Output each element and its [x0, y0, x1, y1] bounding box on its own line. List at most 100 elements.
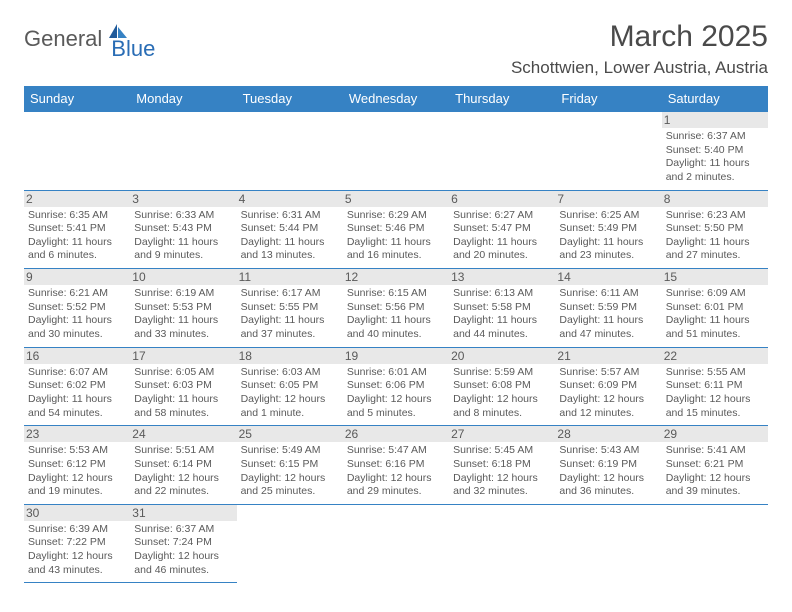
day-info: Sunrise: 5:49 AMSunset: 6:15 PMDaylight:… — [241, 444, 339, 499]
calendar-cell — [449, 504, 555, 583]
calendar-cell: 2 Sunrise: 6:35 AMSunset: 5:41 PMDaylight… — [24, 190, 130, 269]
day-info: Sunrise: 6:37 AMSunset: 7:24 PMDaylight:… — [134, 523, 232, 578]
calendar-cell — [130, 112, 236, 191]
day-info: Sunrise: 5:57 AMSunset: 6:09 PMDaylight:… — [559, 366, 657, 421]
calendar-cell: 29 Sunrise: 5:41 AMSunset: 6:21 PMDayligh… — [662, 426, 768, 505]
calendar-cell: 23Sunrise: 5:53 AMSunset: 6:12 PMDayligh… — [24, 426, 130, 505]
day-number: 4 — [237, 191, 343, 207]
day-number: 3 — [130, 191, 236, 207]
day-info: Sunrise: 6:35 AMSunset: 5:41 PMDaylight:… — [28, 209, 126, 264]
day-number: 16 — [24, 348, 130, 364]
day-info: Sunrise: 6:21 AMSunset: 5:52 PMDaylight:… — [28, 287, 126, 342]
calendar-cell — [343, 112, 449, 191]
calendar-cell: 21 Sunrise: 5:57 AMSunset: 6:09 PMDayligh… — [555, 347, 661, 426]
calendar-cell — [449, 112, 555, 191]
title-block: March 2025 Schottwien, Lower Austria, Au… — [511, 20, 768, 78]
logo: General Blue — [24, 20, 173, 52]
day-info: Sunrise: 6:25 AMSunset: 5:49 PMDaylight:… — [559, 209, 657, 264]
day-info: Sunrise: 6:15 AMSunset: 5:56 PMDaylight:… — [347, 287, 445, 342]
day-number: 23 — [24, 426, 130, 442]
calendar-cell: 7 Sunrise: 6:25 AMSunset: 5:49 PMDaylight… — [555, 190, 661, 269]
header: General Blue March 2025 Schottwien, Lowe… — [24, 20, 768, 78]
day-info: Sunrise: 5:59 AMSunset: 6:08 PMDaylight:… — [453, 366, 551, 421]
day-number: 15 — [662, 269, 768, 285]
day-info: Sunrise: 6:09 AMSunset: 6:01 PMDaylight:… — [666, 287, 764, 342]
calendar-cell: 6 Sunrise: 6:27 AMSunset: 5:47 PMDaylight… — [449, 190, 555, 269]
day-number: 28 — [555, 426, 661, 442]
month-title: March 2025 — [511, 20, 768, 54]
day-number: 2 — [24, 191, 130, 207]
day-number: 21 — [555, 348, 661, 364]
day-number: 1 — [662, 112, 768, 128]
calendar-cell: 25Sunrise: 5:49 AMSunset: 6:15 PMDayligh… — [237, 426, 343, 505]
day-info: Sunrise: 6:37 AMSunset: 5:40 PMDaylight:… — [666, 130, 764, 185]
weekday-header: Friday — [555, 86, 661, 112]
logo-text-blue: Blue — [111, 36, 155, 62]
calendar-cell: 22Sunrise: 5:55 AMSunset: 6:11 PMDayligh… — [662, 347, 768, 426]
day-info: Sunrise: 6:07 AMSunset: 6:02 PMDaylight:… — [28, 366, 126, 421]
day-number: 17 — [130, 348, 236, 364]
day-number: 14 — [555, 269, 661, 285]
calendar-cell: 27Sunrise: 5:45 AMSunset: 6:18 PMDayligh… — [449, 426, 555, 505]
day-number: 19 — [343, 348, 449, 364]
calendar-cell: 26 Sunrise: 5:47 AMSunset: 6:16 PMDayligh… — [343, 426, 449, 505]
day-info: Sunrise: 5:41 AMSunset: 6:21 PMDaylight:… — [666, 444, 764, 499]
calendar-cell — [24, 112, 130, 191]
day-number: 18 — [237, 348, 343, 364]
calendar-table: SundayMondayTuesdayWednesdayThursdayFrid… — [24, 86, 768, 583]
day-info: Sunrise: 5:47 AMSunset: 6:16 PMDaylight:… — [347, 444, 445, 499]
calendar-row: 9Sunrise: 6:21 AMSunset: 5:52 PMDaylight… — [24, 269, 768, 348]
day-info: Sunrise: 5:45 AMSunset: 6:18 PMDaylight:… — [453, 444, 551, 499]
calendar-row: 30Sunrise: 6:39 AMSunset: 7:22 PMDayligh… — [24, 504, 768, 583]
calendar-cell: 20 Sunrise: 5:59 AMSunset: 6:08 PMDayligh… — [449, 347, 555, 426]
location: Schottwien, Lower Austria, Austria — [511, 58, 768, 78]
day-number: 11 — [237, 269, 343, 285]
day-number: 5 — [343, 191, 449, 207]
calendar-cell: 28 Sunrise: 5:43 AMSunset: 6:19 PMDayligh… — [555, 426, 661, 505]
day-info: Sunrise: 6:29 AMSunset: 5:46 PMDaylight:… — [347, 209, 445, 264]
calendar-cell: 14Sunrise: 6:11 AMSunset: 5:59 PMDayligh… — [555, 269, 661, 348]
calendar-row: 16 Sunrise: 6:07 AMSunset: 6:02 PMDayligh… — [24, 347, 768, 426]
day-number: 26 — [343, 426, 449, 442]
calendar-cell — [662, 504, 768, 583]
calendar-cell: 19Sunrise: 6:01 AMSunset: 6:06 PMDayligh… — [343, 347, 449, 426]
day-info: Sunrise: 5:43 AMSunset: 6:19 PMDaylight:… — [559, 444, 657, 499]
day-info: Sunrise: 6:17 AMSunset: 5:55 PMDaylight:… — [241, 287, 339, 342]
calendar-row: 2 Sunrise: 6:35 AMSunset: 5:41 PMDaylight… — [24, 190, 768, 269]
calendar-cell: 12 Sunrise: 6:15 AMSunset: 5:56 PMDayligh… — [343, 269, 449, 348]
calendar-cell — [343, 504, 449, 583]
weekday-header-row: SundayMondayTuesdayWednesdayThursdayFrid… — [24, 86, 768, 112]
day-info: Sunrise: 6:31 AMSunset: 5:44 PMDaylight:… — [241, 209, 339, 264]
weekday-header: Tuesday — [237, 86, 343, 112]
weekday-header: Sunday — [24, 86, 130, 112]
calendar-cell: 4 Sunrise: 6:31 AMSunset: 5:44 PMDaylight… — [237, 190, 343, 269]
weekday-header: Thursday — [449, 86, 555, 112]
day-number: 8 — [662, 191, 768, 207]
day-info: Sunrise: 6:23 AMSunset: 5:50 PMDaylight:… — [666, 209, 764, 264]
day-number: 31 — [130, 505, 236, 521]
calendar-cell — [237, 112, 343, 191]
day-number: 24 — [130, 426, 236, 442]
day-info: Sunrise: 6:27 AMSunset: 5:47 PMDaylight:… — [453, 209, 551, 264]
weekday-header: Wednesday — [343, 86, 449, 112]
calendar-cell: 10Sunrise: 6:19 AMSunset: 5:53 PMDayligh… — [130, 269, 236, 348]
calendar-cell: 30Sunrise: 6:39 AMSunset: 7:22 PMDayligh… — [24, 504, 130, 583]
weekday-header: Monday — [130, 86, 236, 112]
day-number: 22 — [662, 348, 768, 364]
day-number: 20 — [449, 348, 555, 364]
day-number: 12 — [343, 269, 449, 285]
day-number: 29 — [662, 426, 768, 442]
day-number: 6 — [449, 191, 555, 207]
calendar-cell: 17 Sunrise: 6:05 AMSunset: 6:03 PMDayligh… — [130, 347, 236, 426]
calendar-cell — [555, 112, 661, 191]
day-info: Sunrise: 6:05 AMSunset: 6:03 PMDaylight:… — [134, 366, 232, 421]
calendar-cell: 24 Sunrise: 5:51 AMSunset: 6:14 PMDayligh… — [130, 426, 236, 505]
calendar-cell: 5 Sunrise: 6:29 AMSunset: 5:46 PMDaylight… — [343, 190, 449, 269]
calendar-row: 1 Sunrise: 6:37 AMSunset: 5:40 PMDaylight… — [24, 112, 768, 191]
day-number: 7 — [555, 191, 661, 207]
calendar-cell: 8 Sunrise: 6:23 AMSunset: 5:50 PMDaylight… — [662, 190, 768, 269]
day-info: Sunrise: 5:51 AMSunset: 6:14 PMDaylight:… — [134, 444, 232, 499]
calendar-cell: 1 Sunrise: 6:37 AMSunset: 5:40 PMDaylight… — [662, 112, 768, 191]
day-info: Sunrise: 6:13 AMSunset: 5:58 PMDaylight:… — [453, 287, 551, 342]
logo-text-general: General — [24, 26, 102, 52]
